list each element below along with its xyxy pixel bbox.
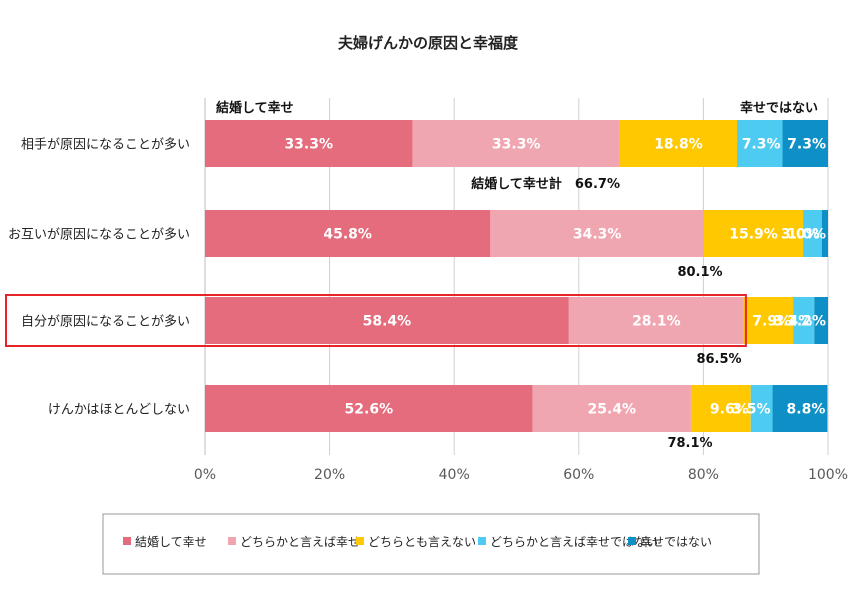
bar-segment [490,210,705,257]
legend-label: どちらとも言えない [368,535,476,549]
top-label-left: 結婚して幸せ [216,100,294,116]
data-label: 3.5% [732,402,771,418]
bar-segment [782,120,828,167]
subtotal-value: 86.5% [696,352,741,367]
data-label: 28.1% [632,314,681,330]
bar-segment [205,120,413,167]
x-tick-label: 0% [194,467,216,483]
category-labels: 相手が原因になることが多いお互いが原因になることが多い自分が原因になることが多い… [8,137,190,418]
subtotal-value: 80.1% [677,265,722,280]
data-label: 45.8% [323,227,372,243]
data-label: 34.3% [573,227,622,243]
bar-segment [821,210,828,257]
data-label: 33.3% [492,137,541,153]
subtotal-labels: 結婚して幸せ計 66.7% 80.1% 86.5% 78.1% [471,176,741,451]
data-label: 58.4% [363,314,412,330]
subtotal-value: 78.1% [667,436,712,451]
x-tick-label: 40% [439,467,470,483]
legend-label: 幸せではない [640,535,712,549]
highlight-box [5,294,747,347]
legend-swatch [356,537,364,545]
data-label: 2.2% [787,314,826,330]
subtotal-label: 結婚して幸せ計 66.7% [471,176,620,192]
legend-label: どちらかと言えば幸せではない [490,535,658,549]
bar-segment [793,297,815,344]
data-label: 8.8% [787,402,826,418]
data-label: 3.0% [781,227,820,243]
legend-box [102,513,760,575]
bar-segment [205,210,491,257]
category-label: 相手が原因になることが多い [21,137,190,153]
top-label-right: 幸せではない [740,100,818,116]
data-label: 1.0% [787,227,826,243]
bar-segment [737,120,783,167]
data-label: 3.4% [773,314,812,330]
legend-swatch [628,537,636,545]
bar-segment [690,385,751,432]
chart-title: 夫婦げんかの原因と幸福度 [338,34,519,52]
bar-segment [772,385,828,432]
data-label: 7.3% [742,137,781,153]
legend-swatch [478,537,486,545]
category-label: けんかはほとんどしない [48,403,190,418]
bar-segment [205,297,569,344]
data-label: 52.6% [345,402,394,418]
data-label: 25.4% [588,402,637,418]
bar-segment [568,297,744,344]
data-label: 7.9% [752,314,791,330]
bar-segment [704,210,804,257]
category-label: 自分が原因になることが多い [21,314,190,330]
legend-label: 結婚して幸せ [135,535,207,549]
legend: 結婚して幸せ どちらかと言えば幸せ どちらとも言えない どちらかと言えば幸せではない幸… [123,535,712,549]
bar-segment [412,120,620,167]
bar-segment [750,385,773,432]
bar-segment [205,385,533,432]
legend-label: どちらかと言えば幸せ [240,535,360,549]
bar-segment [814,297,828,344]
x-tick-label: 60% [563,467,594,483]
data-label: 33.3% [284,137,333,153]
x-tick-label: 20% [314,467,345,483]
bar-segment [803,210,822,257]
x-tick-label: 100% [808,467,848,483]
data-label: 15.9% [729,227,778,243]
bar-segment [619,120,738,167]
bar-segment [532,385,691,432]
data-label: 18.8% [654,137,703,153]
x-tick-label: 80% [688,467,719,483]
data-label: 7.3% [787,137,826,153]
bars: 33.3% 33.3% 18.8% 7.3% 7.3%45.8% 34.3% 15.9% 3.… [205,120,828,432]
bar-segment [743,297,794,344]
data-label: 9.6% [710,402,749,418]
legend-swatch [123,537,131,545]
legend-swatch [228,537,236,545]
x-tick-labels: 0% 20% 40% 60% 80% 100% [194,467,848,483]
category-label: お互いが原因になることが多い [8,227,190,243]
